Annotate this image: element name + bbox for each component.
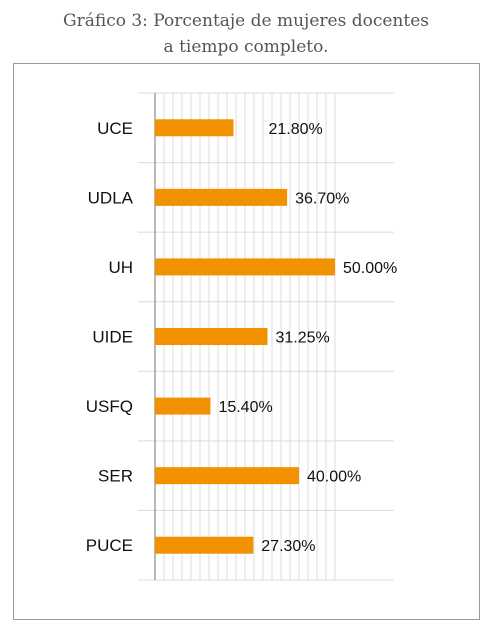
value-label: 40.00% [307,469,361,486]
value-label: 36.70% [295,190,349,207]
value-label: 21.80% [268,121,322,138]
bar [155,258,335,276]
category-label: UCE [97,119,133,138]
bar [155,188,288,206]
bar [155,536,254,554]
bar [155,119,234,137]
category-label: UDLA [88,188,134,207]
chart-title-line-1: Gráfico 3: Porcentaje de mujeres docente… [63,11,429,31]
bar [155,467,299,485]
category-label: PUCE [86,536,133,555]
value-label: 31.25% [276,330,330,347]
chart-title-line-2: a tiempo completo. [163,37,329,57]
category-label: UIDE [92,328,133,347]
value-label: 15.40% [218,399,272,416]
category-label: UH [108,258,133,277]
bar [155,397,211,415]
chart-title: Gráfico 3: Porcentaje de mujeres docente… [0,8,492,60]
bar [155,328,268,345]
value-label: 50.00% [343,260,397,277]
category-label: USFQ [86,397,133,416]
value-label: 27.30% [261,538,315,555]
category-label: SER [98,467,133,486]
